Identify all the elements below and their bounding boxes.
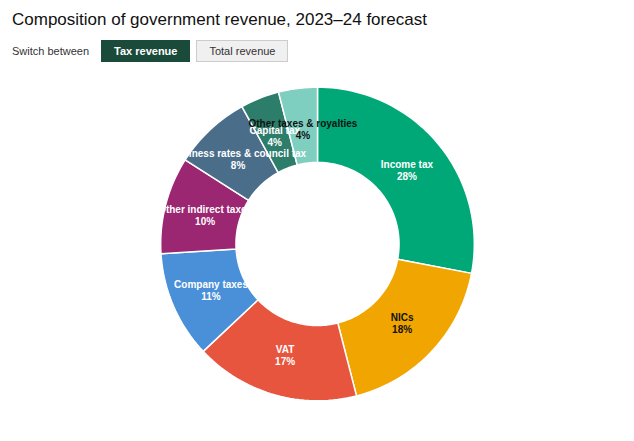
svg-text:Other indirect taxes10%: Other indirect taxes10% [158,204,252,227]
svg-text:Other taxes & royalties4%: Other taxes & royalties4% [248,118,357,141]
svg-text:NICs18%: NICs18% [391,312,414,335]
svg-text:Business rates & council tax8%: Business rates & council tax8% [170,148,307,171]
svg-text:Company taxes11%: Company taxes11% [174,279,248,302]
svg-text:Income tax28%: Income tax28% [381,159,434,182]
svg-text:VAT17%: VAT17% [275,344,295,367]
